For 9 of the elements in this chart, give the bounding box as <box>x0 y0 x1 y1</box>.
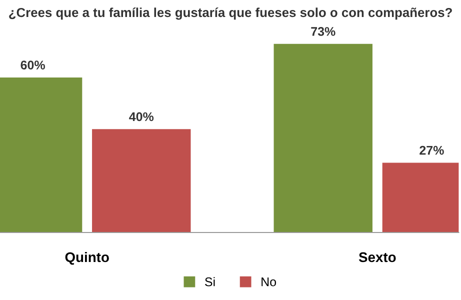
data-label: 60% <box>20 60 45 70</box>
chart-title: ¿Crees que a tu família les gustaría que fueses solo o con compañeros? <box>9 8 452 20</box>
data-label: 27% <box>420 146 444 155</box>
data-label: 40% <box>129 112 154 122</box>
x-tick-label: Sexto <box>358 252 396 262</box>
data-label: 73% <box>311 27 336 36</box>
x-tick-label: Quinto <box>65 252 109 265</box>
legend-label: Si <box>205 277 215 286</box>
legend-label: No <box>262 278 276 286</box>
